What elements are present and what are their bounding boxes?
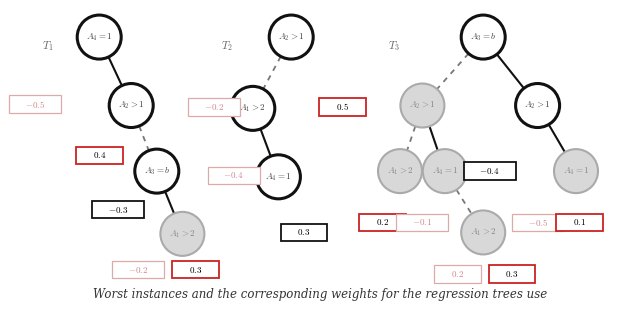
Ellipse shape: [554, 149, 598, 193]
Text: $A_1 > 2$: $A_1 > 2$: [169, 228, 196, 240]
Text: $0.5$: $0.5$: [336, 101, 349, 113]
FancyBboxPatch shape: [489, 265, 535, 283]
Text: $A_3 = b$: $A_3 = b$: [470, 31, 497, 43]
Text: $T_3$: $T_3$: [388, 39, 399, 53]
Text: $0.1$: $0.1$: [573, 217, 586, 228]
Text: $A_2 > 1$: $A_2 > 1$: [409, 100, 436, 111]
Text: $0.4$: $0.4$: [93, 150, 106, 161]
Text: $-0.2$: $-0.2$: [127, 264, 148, 275]
Ellipse shape: [269, 15, 313, 59]
FancyBboxPatch shape: [319, 98, 366, 116]
Text: $-0.5$: $-0.5$: [527, 217, 548, 228]
Text: $T_2$: $T_2$: [221, 39, 233, 53]
FancyBboxPatch shape: [512, 214, 564, 231]
FancyBboxPatch shape: [92, 201, 145, 219]
Ellipse shape: [257, 155, 300, 199]
Ellipse shape: [77, 15, 121, 59]
Text: $0.2$: $0.2$: [376, 217, 389, 228]
Ellipse shape: [401, 83, 444, 127]
Text: $A_1 > 2$: $A_1 > 2$: [239, 103, 266, 114]
Text: $-0.2$: $-0.2$: [204, 102, 225, 112]
Text: $0.3$: $0.3$: [506, 269, 518, 279]
Text: $-0.5$: $-0.5$: [25, 99, 45, 110]
FancyBboxPatch shape: [556, 214, 603, 231]
Text: $T_1$: $T_1$: [42, 39, 54, 53]
Text: $A_4 = 1$: $A_4 = 1$: [431, 165, 458, 177]
Ellipse shape: [423, 149, 467, 193]
FancyBboxPatch shape: [172, 261, 218, 278]
Text: $A_4 = 1$: $A_4 = 1$: [265, 171, 292, 183]
Ellipse shape: [461, 15, 505, 59]
Ellipse shape: [231, 86, 275, 131]
Ellipse shape: [161, 212, 204, 256]
Ellipse shape: [109, 83, 153, 127]
FancyBboxPatch shape: [111, 261, 164, 278]
Text: $0.3$: $0.3$: [189, 264, 202, 275]
FancyBboxPatch shape: [397, 214, 448, 231]
Text: $A_4 = 1$: $A_4 = 1$: [86, 31, 113, 43]
FancyBboxPatch shape: [280, 224, 327, 241]
Text: $-0.3$: $-0.3$: [108, 205, 129, 215]
Text: $-0.1$: $-0.1$: [412, 217, 433, 228]
Text: Worst instances and the corresponding weights for the regression trees use: Worst instances and the corresponding we…: [93, 288, 547, 301]
Text: $A_2 > 1$: $A_2 > 1$: [118, 100, 145, 111]
Text: $A_2 > 1$: $A_2 > 1$: [524, 100, 551, 111]
FancyBboxPatch shape: [360, 214, 406, 231]
FancyBboxPatch shape: [9, 95, 61, 113]
Ellipse shape: [516, 83, 559, 127]
FancyBboxPatch shape: [207, 166, 260, 184]
Ellipse shape: [378, 149, 422, 193]
Ellipse shape: [461, 210, 505, 255]
Text: $A_3 = b$: $A_3 = b$: [143, 165, 170, 177]
Text: $A_4 = 1$: $A_4 = 1$: [563, 165, 589, 177]
Text: $A_1 > 2$: $A_1 > 2$: [470, 227, 497, 238]
Text: $-0.4$: $-0.4$: [223, 170, 244, 180]
Text: $-0.4$: $-0.4$: [479, 166, 500, 176]
FancyBboxPatch shape: [463, 162, 516, 180]
Text: $0.3$: $0.3$: [298, 228, 310, 237]
Ellipse shape: [135, 149, 179, 193]
Text: $A_1 > 2$: $A_1 > 2$: [387, 165, 413, 177]
Text: $0.2$: $0.2$: [451, 269, 464, 279]
Text: $A_2 > 1$: $A_2 > 1$: [278, 31, 305, 43]
FancyBboxPatch shape: [435, 265, 481, 283]
FancyBboxPatch shape: [76, 147, 123, 164]
FancyBboxPatch shape: [188, 98, 241, 116]
